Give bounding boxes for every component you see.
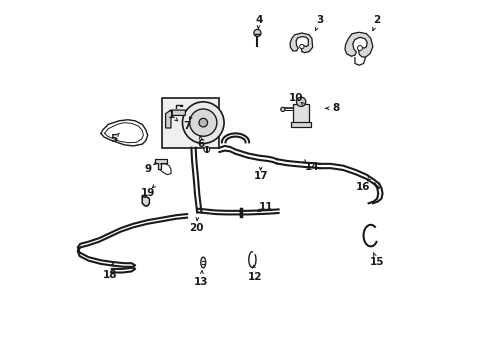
Ellipse shape xyxy=(201,257,205,268)
Text: 8: 8 xyxy=(332,103,339,113)
Text: 6: 6 xyxy=(198,139,204,149)
Text: 7: 7 xyxy=(183,121,190,131)
Text: 16: 16 xyxy=(355,182,369,192)
Circle shape xyxy=(189,109,217,136)
Text: 15: 15 xyxy=(369,257,384,267)
Text: 1: 1 xyxy=(167,111,174,121)
Circle shape xyxy=(182,102,224,143)
Polygon shape xyxy=(155,159,167,169)
Text: 9: 9 xyxy=(144,164,151,174)
Bar xyxy=(292,104,309,123)
Polygon shape xyxy=(289,33,312,53)
Text: 14: 14 xyxy=(304,162,319,172)
Text: 19: 19 xyxy=(140,188,155,198)
Text: 11: 11 xyxy=(258,202,273,212)
Bar xyxy=(290,122,310,127)
Text: 20: 20 xyxy=(188,224,203,233)
Polygon shape xyxy=(344,32,372,57)
Text: 12: 12 xyxy=(247,272,262,282)
Circle shape xyxy=(203,147,209,152)
Text: 18: 18 xyxy=(102,270,117,280)
Text: 5: 5 xyxy=(110,134,117,144)
Text: 3: 3 xyxy=(316,15,323,26)
Text: 2: 2 xyxy=(373,15,380,26)
Polygon shape xyxy=(165,110,185,128)
Polygon shape xyxy=(142,196,149,206)
Text: 17: 17 xyxy=(253,171,267,181)
Text: 10: 10 xyxy=(288,93,303,103)
Bar xyxy=(162,98,219,148)
Circle shape xyxy=(253,30,261,37)
Circle shape xyxy=(199,118,207,127)
Text: 4: 4 xyxy=(255,15,262,26)
Circle shape xyxy=(296,97,305,107)
Circle shape xyxy=(299,44,304,49)
Circle shape xyxy=(280,107,285,112)
Text: 13: 13 xyxy=(194,277,208,287)
Circle shape xyxy=(357,45,362,50)
